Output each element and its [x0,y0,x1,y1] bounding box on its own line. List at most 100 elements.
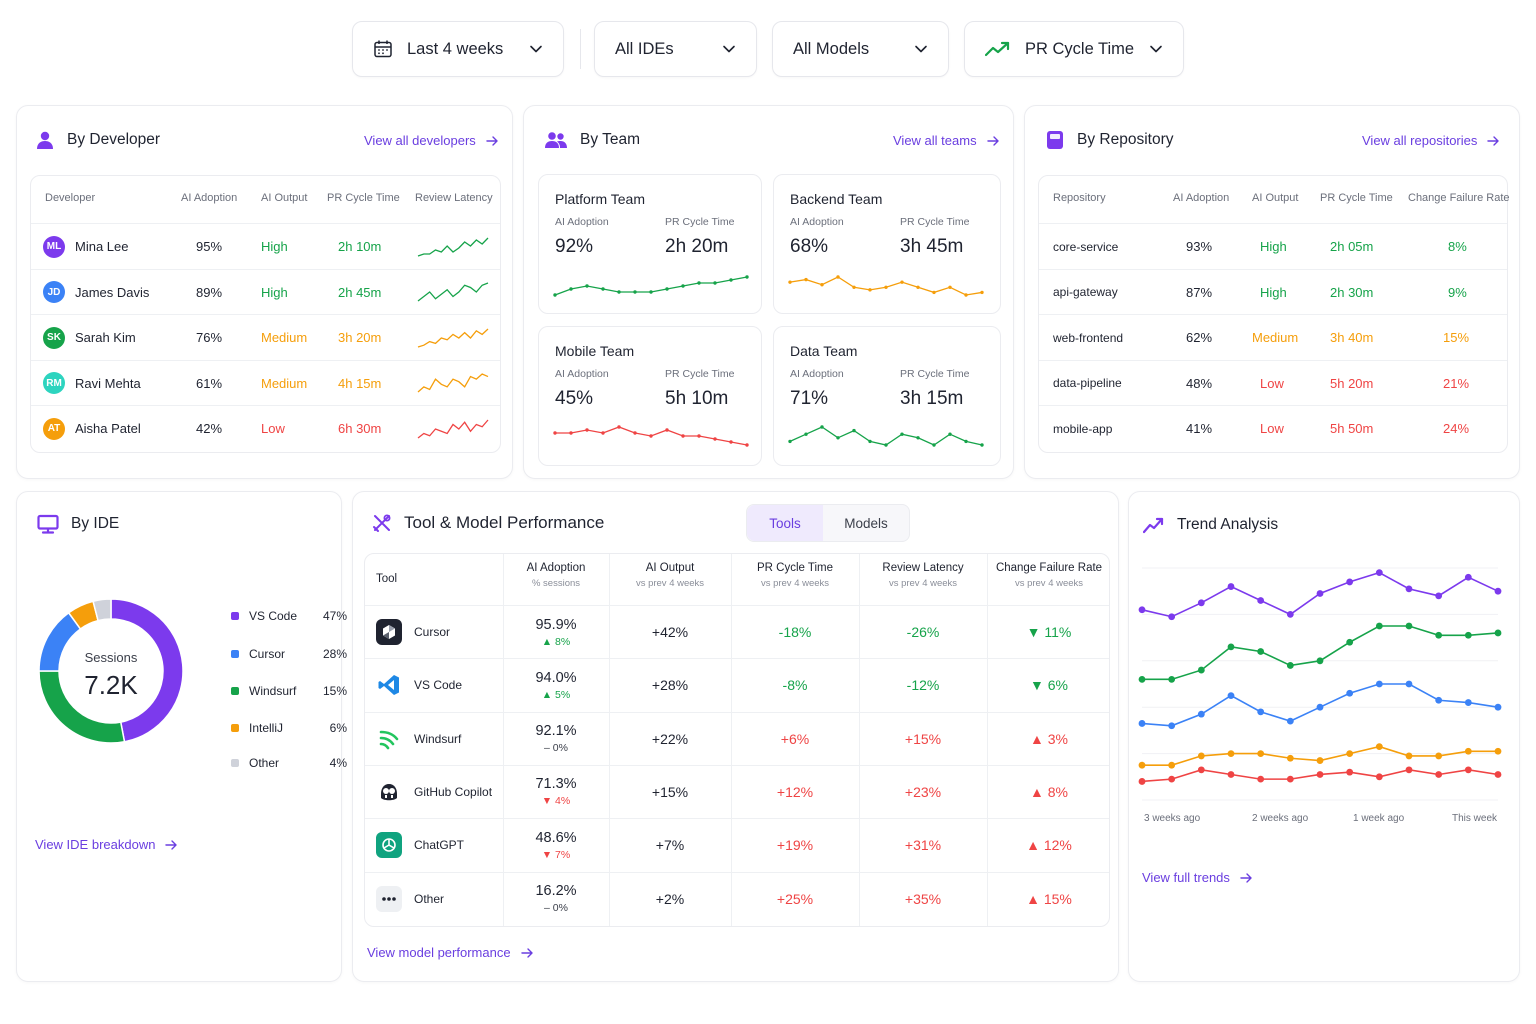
view-all-developers-link[interactable]: View all developers [364,133,498,148]
tab-tools[interactable]: Tools [747,505,823,541]
sparkline-point [553,431,557,435]
chevron-down-icon [530,45,542,53]
review-latency-sparkline [417,282,489,302]
series-point [1464,699,1472,706]
ai-adoption-value: 95% [196,239,223,254]
adoption-delta: ▲ 8% [541,635,571,648]
tool-cell: ChatGPT [376,819,464,871]
column-header-label: AI Adoption [526,562,586,574]
avatar: SK [43,326,65,349]
donut-slice [92,598,112,622]
view-all-teams-link[interactable]: View all teams [893,133,999,148]
x-tick-label: This week [1452,813,1498,824]
series-point [1227,583,1235,590]
more-icon [376,885,402,912]
developer-cell: ML Mina Lee [43,224,128,269]
team-card-item[interactable]: Data Team AI Adoption PR Cycle Time 71% 3h 1… [773,326,1001,466]
adoption-delta: – 0% [544,742,568,755]
ai-adoption-cell: 71.3% ▼ 4% [503,766,609,818]
chatgpt-icon [376,832,402,859]
column-header-output: AI Output vs prev 4 weeks [609,562,731,589]
developer-cell: AT Aisha Patel [43,406,141,451]
developer-name: Aisha Patel [75,421,141,436]
trend-title: Trend Analysis [1177,516,1279,533]
series-point [1197,599,1205,607]
change-failure-rate-value: 8% [1448,239,1467,254]
sparkline-point [729,440,733,444]
column-header-sub: vs prev 4 weeks [635,578,705,589]
sparkline-point [665,287,669,291]
tab-models[interactable]: Models [844,515,888,531]
series-point [1405,585,1413,593]
tool-cell: Cursor [376,606,450,658]
view-all-repositories-link[interactable]: View all repositories [1362,133,1500,148]
pr-cycle-time-delta: +12% [776,783,814,800]
model-dropdown[interactable]: All Models [772,21,949,77]
series-point [1375,622,1383,630]
ai-adoption-value: 93% [1186,239,1213,254]
review-latency-cell [416,315,490,360]
change-failure-rate-delta: ▼ 6% [1030,677,1068,694]
series-point [1405,752,1413,760]
adoption-delta: – 0% [544,902,568,914]
ai-adoption-value: 68% [790,236,829,257]
arrow-right-icon [520,947,533,958]
tool-model-title-row: Tool & Model Performance [372,513,604,533]
column-header-adoption: AI Adoption % sessions [503,562,609,589]
chevron-down-icon [723,45,735,53]
sparkline-point [836,436,840,440]
sparkline-point [852,285,856,289]
view-ide-breakdown-link[interactable]: View IDE breakdown [35,837,178,852]
repository-table: Repository AI Adoption AI Output PR Cycl… [1038,175,1510,453]
view-model-performance-link[interactable]: View model performance [367,945,533,960]
column-header: Repository [1053,192,1106,204]
review-latency-delta: +35% [904,890,942,907]
column-header-label: AI Output [645,562,695,574]
team-card-item[interactable]: Platform Team AI Adoption PR Cycle Time 92%… [538,174,762,314]
series-point [1138,761,1146,769]
ide-dropdown[interactable]: All IDEs [594,21,757,77]
table-row: Other 16.2% – 0% +2% +25% +35% ▲ 15% [365,871,1109,925]
pr-cycle-time-value: 2h 10m [338,239,382,254]
team-name: Mobile Team [555,343,635,359]
arrow-right-icon [165,839,178,850]
series-point [1286,775,1294,783]
date-range-dropdown[interactable]: Last 4 weeks [352,21,564,77]
tool-name: VS Code [414,678,463,693]
ai-adoption-label: AI Adoption [555,368,609,380]
arrow-right-icon [986,135,999,146]
metric-filter-label: PR Cycle Time [1025,39,1135,58]
view-full-trends-link[interactable]: View full trends [1142,870,1252,885]
series-point [1435,752,1443,760]
sparkline-point [569,287,573,291]
developer-cell: JD James Davis [43,270,149,315]
x-tick-label: 1 week ago [1353,813,1405,824]
series-point [1346,689,1354,697]
arrow-right-icon [486,135,498,146]
column-header-sub: vs prev 4 weeks [1014,578,1084,589]
legend-swatch [231,687,239,695]
team-card-item[interactable]: Backend Team AI Adoption PR Cycle Time 68% 3… [773,174,1001,314]
ai-adoption-value: 76% [196,330,223,345]
trend-icon [1143,516,1165,534]
table-row: ML Mina Lee 95% High 2h 10m [31,223,500,269]
series-point [1316,590,1324,597]
series-point [1138,720,1146,727]
series-line [1142,625,1499,681]
sparkline-point [884,285,888,289]
date-range-label: Last 4 weeks [407,39,504,58]
ai-adoption-value: 94.0% [535,669,577,686]
team-card-item[interactable]: Mobile Team AI Adoption PR Cycle Time 45% 5h… [538,326,762,466]
ai-output-value: Low [261,421,285,436]
series-point [1405,680,1413,688]
metric-dropdown[interactable]: PR Cycle Time [964,21,1184,77]
ai-adoption-value: 61% [196,375,223,391]
adoption-stack: 94.0% ▲ 5% [535,670,576,701]
column-header: PR Cycle Time [1320,192,1393,204]
trend-card-title: Trend Analysis [1143,516,1278,534]
ai-output-value: +7% [655,837,685,854]
ai-adoption-value: 48.6% [535,829,577,846]
legend-name: IntelliJ [249,721,284,735]
trend-card [1128,491,1520,982]
series-point [1375,569,1383,577]
